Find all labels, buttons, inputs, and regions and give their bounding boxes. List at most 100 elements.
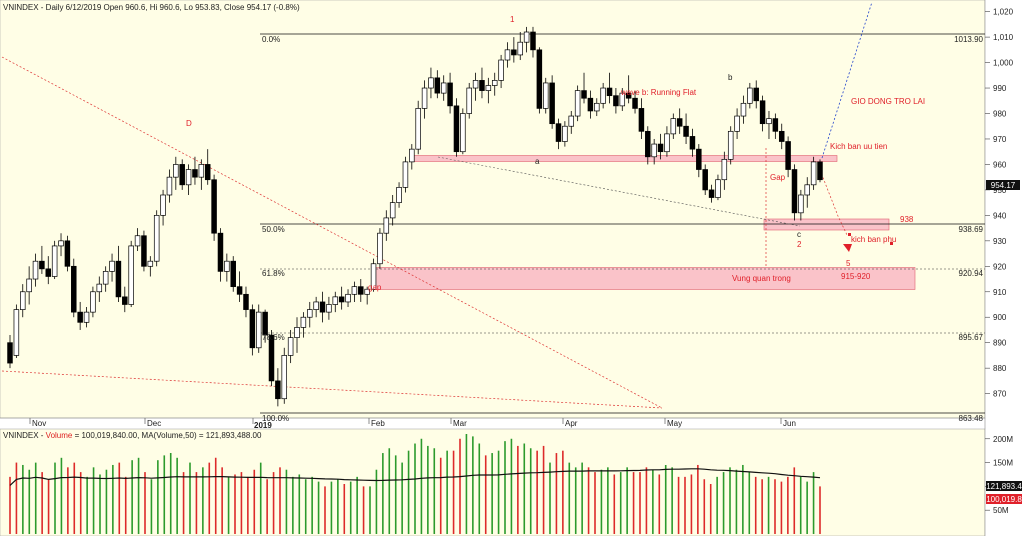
candle-body [377, 232, 383, 265]
candle-body [587, 97, 594, 112]
candle [600, 82, 606, 109]
candle [562, 121, 568, 147]
volume-title-label: Volume [46, 431, 73, 440]
candle-body [466, 87, 472, 114]
candle-body [804, 184, 810, 196]
candle-body [77, 311, 83, 323]
price-tick-label: 990 [993, 84, 1007, 93]
candle [721, 151, 728, 190]
price-tick-label: 940 [993, 211, 1007, 220]
candle-body [740, 102, 747, 117]
candle [574, 85, 581, 122]
x-label-may: May [667, 419, 682, 428]
fib-label-0: 0.0% [262, 35, 280, 44]
annotation-kich-ban-uu-tien: Kich ban uu tien [830, 142, 887, 151]
candle-body [281, 355, 288, 400]
candle-body [536, 49, 543, 109]
candle [498, 54, 504, 89]
candle-body [39, 260, 45, 270]
candle [594, 98, 600, 117]
candle [523, 26, 530, 53]
x-axis: Nov Dec 2019 Feb Mar Apr May Jun [29, 418, 796, 430]
candle [632, 90, 638, 114]
candle [670, 113, 677, 139]
candle-body [243, 293, 249, 310]
candle-body [332, 296, 339, 305]
candle [45, 256, 52, 285]
annotation-gap-lower: gap [368, 283, 382, 292]
candle-body [562, 125, 568, 142]
candle [619, 88, 626, 111]
annotation-c: c [797, 230, 801, 239]
x-label-apr: Apr [565, 419, 578, 428]
candle [134, 228, 141, 252]
candle [211, 174, 217, 241]
zone-vung-quan-trong [373, 267, 916, 290]
candle [587, 90, 594, 119]
candle [26, 266, 32, 305]
candle-body [83, 311, 90, 323]
annotation-915-920: 915-920 [841, 272, 871, 281]
projection-red [819, 169, 848, 236]
price-tick-label: 890 [993, 339, 1007, 348]
candle [715, 174, 721, 201]
candle-body [326, 304, 332, 313]
annotation-gio-dong: GIO DONG TRO LAI [851, 97, 925, 106]
price-tick-label: 910 [993, 288, 1007, 297]
candle [747, 82, 753, 109]
candle-body [428, 77, 434, 89]
candle-body [651, 143, 657, 158]
candle-body [511, 49, 517, 56]
volume-value-badge [986, 494, 1022, 504]
candle-body [294, 327, 300, 338]
candle [447, 72, 453, 114]
fib-label-100: 100.0% [262, 414, 289, 423]
candle-body [217, 232, 224, 272]
candle-body [791, 169, 798, 214]
price-tick-label: 900 [993, 313, 1007, 322]
candle-body [179, 164, 185, 186]
candle-body [447, 82, 453, 107]
candle-body [542, 82, 549, 109]
candle [421, 80, 428, 119]
candle-body [307, 309, 313, 318]
candle-body [613, 95, 619, 107]
annotation-b: b [728, 73, 733, 82]
candle [740, 95, 747, 124]
annotation-vung-quan-trong: Vung quan trong [732, 274, 791, 283]
text-layer: VNINDEX - Daily 6/12/2019 Open 960.6, Hi… [3, 3, 984, 440]
candle [141, 230, 147, 272]
candle-body [421, 87, 428, 109]
candle [753, 80, 759, 109]
candle-body [689, 136, 696, 150]
candle [530, 26, 536, 58]
price-tick-label: 980 [993, 110, 1007, 119]
candle-body [364, 288, 370, 295]
candle-body [396, 187, 402, 203]
candle-body [625, 92, 632, 99]
candle [179, 159, 185, 190]
candle-body [236, 286, 243, 295]
candle-body [638, 108, 645, 132]
candle-body [772, 118, 779, 132]
candle-body [530, 31, 536, 51]
price-tick-label: 950 [993, 186, 1007, 195]
last-price-label: 954.17 [991, 181, 1016, 190]
candle [702, 164, 708, 195]
candle-body [715, 179, 721, 198]
fib-label-786: 78.6% [262, 333, 285, 342]
candle [71, 258, 77, 318]
candle [83, 307, 90, 328]
candle-body [734, 115, 740, 132]
candle [683, 113, 689, 145]
candle-body [185, 169, 192, 186]
candle-body [192, 169, 198, 178]
candle [7, 335, 13, 369]
trendline-wave-a-c [437, 156, 801, 227]
candle-body [109, 260, 115, 272]
marker-square-1 [848, 233, 851, 236]
candle-body [300, 316, 307, 328]
candle [313, 296, 319, 318]
candle [440, 75, 447, 101]
candle-body [211, 179, 217, 234]
